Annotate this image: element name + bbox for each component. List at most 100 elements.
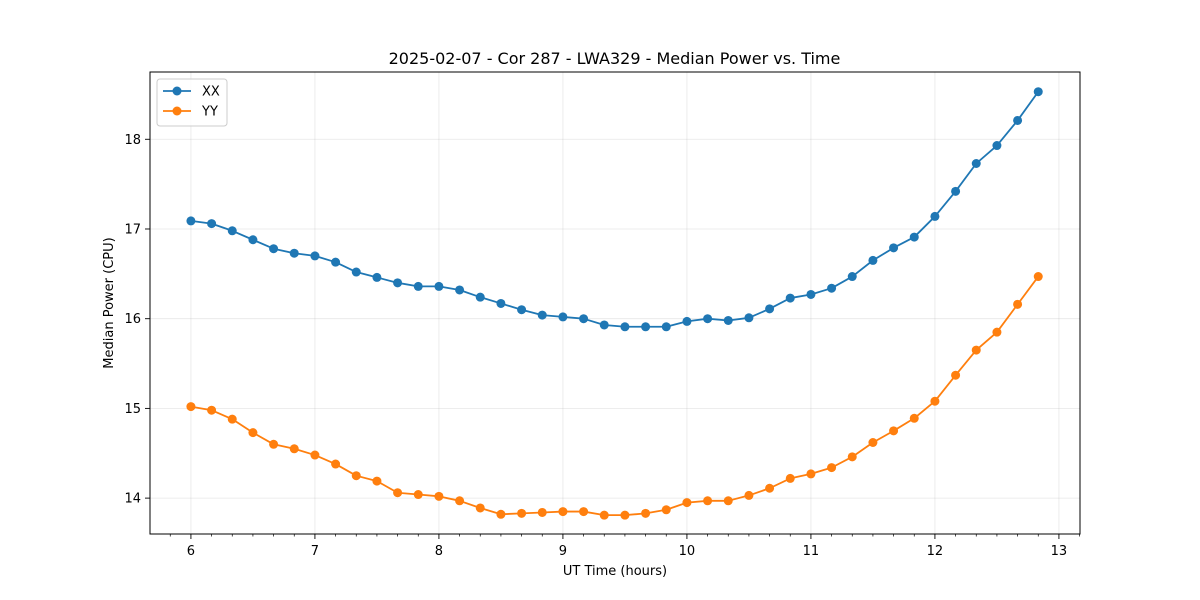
series-yy bbox=[186, 272, 1043, 520]
x-tick-label: 10 bbox=[679, 544, 696, 559]
data-point-yy bbox=[455, 496, 465, 506]
data-point-yy bbox=[1013, 299, 1023, 309]
data-point-yy bbox=[661, 505, 671, 515]
data-point-yy bbox=[537, 507, 547, 517]
data-point-yy bbox=[579, 507, 589, 517]
data-point-yy bbox=[847, 452, 857, 462]
data-point-xx bbox=[248, 235, 258, 245]
data-point-yy bbox=[393, 488, 403, 498]
x-tick-label: 11 bbox=[803, 544, 820, 559]
data-point-xx bbox=[765, 304, 775, 314]
data-point-xx bbox=[537, 310, 547, 320]
data-point-yy bbox=[331, 459, 341, 469]
data-point-xx bbox=[909, 232, 919, 242]
data-point-xx bbox=[785, 293, 795, 303]
data-point-yy bbox=[765, 483, 775, 493]
data-point-xx bbox=[992, 141, 1002, 151]
data-point-yy bbox=[372, 476, 382, 486]
data-point-xx bbox=[723, 315, 733, 325]
y-tick-label: 18 bbox=[124, 133, 141, 148]
data-point-xx bbox=[661, 322, 671, 332]
data-point-yy bbox=[744, 490, 754, 500]
data-point-yy bbox=[785, 473, 795, 483]
data-point-yy bbox=[599, 510, 609, 520]
x-tick-label: 8 bbox=[435, 544, 443, 559]
data-point-yy bbox=[310, 450, 320, 460]
data-point-xx bbox=[744, 313, 754, 323]
data-point-xx bbox=[847, 272, 857, 282]
y-axis-label: Median Power (CPU) bbox=[102, 237, 117, 368]
data-point-yy bbox=[682, 498, 692, 508]
data-point-xx bbox=[889, 243, 899, 253]
x-tick-label: 6 bbox=[187, 544, 195, 559]
data-point-yy bbox=[475, 503, 485, 513]
y-tick-label: 14 bbox=[124, 492, 141, 507]
data-point-xx bbox=[331, 257, 341, 267]
data-point-yy bbox=[517, 508, 527, 518]
data-point-xx bbox=[1033, 87, 1043, 97]
x-axis-label: UT Time (hours) bbox=[563, 564, 667, 579]
data-point-xx bbox=[186, 216, 196, 226]
data-point-xx bbox=[455, 285, 465, 295]
data-point-xx bbox=[413, 281, 423, 291]
data-point-yy bbox=[889, 426, 899, 436]
y-tick-label: 16 bbox=[124, 312, 141, 327]
data-point-xx bbox=[434, 281, 444, 291]
data-point-yy bbox=[413, 490, 423, 500]
y-tick-label: 15 bbox=[124, 402, 141, 417]
y-tick-label: 17 bbox=[124, 222, 141, 237]
data-point-yy bbox=[703, 496, 713, 506]
data-point-yy bbox=[289, 444, 299, 454]
data-point-xx bbox=[496, 298, 506, 308]
data-point-xx bbox=[227, 226, 237, 236]
data-point-yy bbox=[351, 471, 361, 481]
data-point-xx bbox=[372, 272, 382, 282]
data-point-xx bbox=[517, 305, 527, 315]
data-point-xx bbox=[868, 255, 878, 265]
data-point-xx bbox=[579, 314, 589, 324]
data-point-yy bbox=[620, 510, 630, 520]
data-point-xx bbox=[641, 322, 651, 332]
data-point-yy bbox=[1033, 272, 1043, 282]
data-point-xx bbox=[475, 292, 485, 302]
x-tick-label: 13 bbox=[1051, 544, 1068, 559]
data-point-yy bbox=[434, 491, 444, 501]
series-xx bbox=[186, 87, 1043, 332]
data-point-xx bbox=[351, 267, 361, 277]
legend: XX YY bbox=[156, 78, 228, 127]
data-point-yy bbox=[723, 496, 733, 506]
data-point-yy bbox=[186, 402, 196, 412]
data-point-yy bbox=[992, 327, 1002, 337]
data-point-xx bbox=[1013, 115, 1023, 125]
x-tick-label: 7 bbox=[311, 544, 319, 559]
data-point-yy bbox=[930, 396, 940, 406]
data-point-xx bbox=[393, 278, 403, 288]
plot-frame bbox=[149, 71, 1081, 535]
data-point-xx bbox=[682, 316, 692, 326]
data-point-xx bbox=[703, 314, 713, 324]
data-point-xx bbox=[620, 322, 630, 332]
data-point-xx bbox=[289, 248, 299, 258]
x-tick-label: 12 bbox=[927, 544, 944, 559]
axis-ticks: 6 7 8 9 10 11 12 13 14 15 16 17 18 bbox=[124, 133, 1080, 559]
data-point-xx bbox=[971, 159, 981, 169]
data-point-yy bbox=[248, 428, 258, 438]
data-point-xx bbox=[207, 219, 217, 229]
series-layer bbox=[186, 87, 1043, 520]
data-point-yy bbox=[269, 439, 279, 449]
data-point-yy bbox=[806, 469, 816, 479]
data-point-yy bbox=[951, 370, 961, 380]
data-point-xx bbox=[951, 186, 961, 196]
data-point-yy bbox=[827, 463, 837, 473]
data-point-xx bbox=[827, 283, 837, 293]
data-point-yy bbox=[227, 414, 237, 424]
data-point-xx bbox=[269, 244, 279, 254]
data-point-xx bbox=[558, 312, 568, 322]
legend-label-xx: XX bbox=[202, 85, 220, 100]
legend-marker-xx bbox=[172, 86, 182, 96]
data-point-xx bbox=[930, 211, 940, 221]
x-tick-label: 9 bbox=[559, 544, 567, 559]
data-point-yy bbox=[207, 405, 217, 415]
legend-marker-yy bbox=[172, 106, 182, 116]
